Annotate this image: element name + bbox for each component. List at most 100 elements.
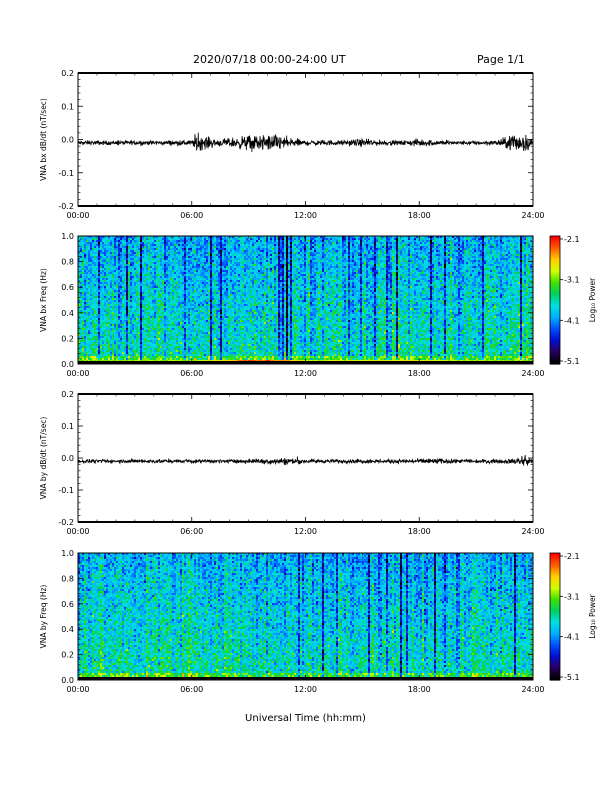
spectrogram-cell bbox=[96, 250, 98, 252]
spectrogram-cell bbox=[198, 340, 200, 342]
spectrogram-cell bbox=[176, 292, 178, 294]
spectrogram-cell bbox=[154, 300, 156, 302]
spectrogram-cell bbox=[112, 288, 114, 290]
spectrogram-cell bbox=[176, 346, 178, 348]
spectrogram-cell bbox=[136, 264, 138, 266]
spectrogram-cell bbox=[130, 240, 132, 242]
spectrogram-cell bbox=[108, 324, 110, 326]
spectrogram-cell bbox=[130, 320, 132, 322]
spectrogram-cell bbox=[166, 358, 168, 360]
spectrogram-cell bbox=[198, 320, 200, 322]
spectrogram-cell bbox=[84, 264, 86, 266]
spectrogram-cell bbox=[184, 290, 186, 292]
spectrogram-cell bbox=[144, 294, 146, 296]
spectrogram-cell bbox=[160, 236, 162, 238]
spectrogram-cell bbox=[84, 242, 86, 244]
spectrogram-cell bbox=[186, 284, 188, 286]
spectrogram-cell bbox=[136, 294, 138, 296]
spectrogram-cell bbox=[168, 294, 170, 296]
spectrogram-cell bbox=[124, 238, 126, 240]
spectrogram-cell bbox=[140, 294, 142, 296]
spectrogram-cell bbox=[130, 274, 132, 276]
spectrogram-cell bbox=[142, 338, 144, 340]
spectrogram-cell bbox=[196, 324, 198, 326]
spectrogram-cell bbox=[202, 316, 204, 318]
spectrogram-cell bbox=[84, 342, 86, 344]
spectrogram-cell bbox=[116, 260, 118, 262]
spectrogram-cell bbox=[118, 338, 120, 340]
spectrogram-cell bbox=[188, 312, 190, 314]
spectrogram-cell bbox=[146, 330, 148, 332]
spectrogram-cell bbox=[86, 326, 88, 328]
spectrogram-cell bbox=[206, 286, 208, 288]
spectrogram-cell bbox=[122, 330, 124, 332]
spectrogram-cell bbox=[228, 258, 230, 260]
spectrogram-cell bbox=[100, 318, 102, 320]
spectrogram-cell bbox=[148, 294, 150, 296]
spectrogram-cell bbox=[92, 346, 94, 348]
spectrogram-cell bbox=[224, 304, 226, 306]
spectrogram-cell bbox=[224, 272, 226, 274]
spectrogram-cell bbox=[186, 240, 188, 242]
spectrogram-cell bbox=[128, 288, 130, 290]
spectrogram-cell bbox=[180, 274, 182, 276]
spectrogram-cell bbox=[176, 258, 178, 260]
spectrogram-cell bbox=[88, 252, 90, 254]
spectrogram-cell bbox=[162, 358, 164, 360]
spectrogram-cell bbox=[102, 272, 104, 274]
spectrogram-cell bbox=[106, 284, 108, 286]
spectrogram-cell bbox=[94, 312, 96, 314]
spectrogram-cell bbox=[128, 248, 130, 250]
spectrogram-cell bbox=[118, 276, 120, 278]
spectrogram-cell bbox=[90, 320, 92, 322]
spectrogram-cell bbox=[170, 328, 172, 330]
spectrogram-cell bbox=[160, 336, 162, 338]
spectrogram-cell bbox=[210, 330, 212, 332]
spectrogram-cell bbox=[212, 252, 214, 254]
spectrogram-cell bbox=[78, 336, 80, 338]
spectrogram-cell bbox=[224, 242, 226, 244]
spectrogram-cell bbox=[116, 322, 118, 324]
spectrogram-cell bbox=[130, 328, 132, 330]
spectrogram-cell bbox=[156, 246, 158, 248]
spectrogram-cell bbox=[112, 292, 114, 294]
spectrogram-cell bbox=[154, 272, 156, 274]
spectrogram-cell bbox=[160, 324, 162, 326]
spectrogram-cell bbox=[120, 348, 122, 350]
spectrogram-cell bbox=[130, 346, 132, 348]
spectrogram-cell bbox=[80, 304, 82, 306]
spectrogram-cell bbox=[180, 278, 182, 280]
spectrogram-cell bbox=[84, 256, 86, 258]
spectrogram-cell bbox=[198, 302, 200, 304]
spectrogram-cell bbox=[100, 324, 102, 326]
spectrogram-cell bbox=[104, 246, 106, 248]
spectrogram-cell bbox=[226, 292, 228, 294]
spectrogram-cell bbox=[228, 264, 230, 266]
x-tick-label: 00:00 bbox=[66, 211, 89, 220]
spectrogram-cell bbox=[110, 272, 112, 274]
spectrogram-cell bbox=[108, 342, 110, 344]
spectrogram-cell bbox=[148, 308, 150, 310]
spectrogram-cell bbox=[216, 358, 218, 360]
spectrogram-cell bbox=[202, 312, 204, 314]
spectrogram-cell bbox=[124, 274, 126, 276]
spectrogram-cell bbox=[156, 276, 158, 278]
spectrogram-cell bbox=[206, 302, 208, 304]
spectrogram-cell bbox=[138, 326, 140, 328]
spectrogram-cell bbox=[136, 292, 138, 294]
spectrogram-cell bbox=[206, 320, 208, 322]
spectrogram-cell bbox=[150, 334, 152, 336]
spectrogram-cell bbox=[120, 340, 122, 342]
spectrogram-cell bbox=[86, 330, 88, 332]
spectrogram-cell bbox=[196, 294, 198, 296]
spectrogram-cell bbox=[180, 320, 182, 322]
spectrogram-cell bbox=[96, 338, 98, 340]
spectrogram-cell bbox=[168, 280, 170, 282]
spectrogram-cell bbox=[86, 340, 88, 342]
spectrogram-cell bbox=[172, 280, 174, 282]
spectrogram-cell bbox=[182, 282, 184, 284]
spectrogram-cell bbox=[220, 350, 222, 352]
spectrogram-cell bbox=[106, 268, 108, 270]
spectrogram-cell bbox=[142, 314, 144, 316]
spectrogram-cell bbox=[220, 356, 222, 358]
